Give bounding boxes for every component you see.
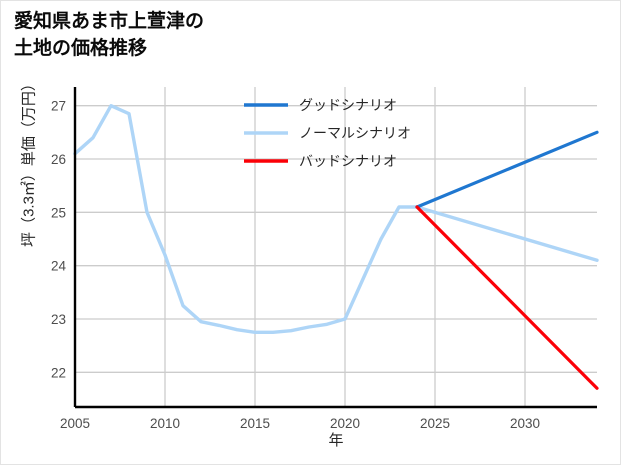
legend-label: グッドシナリオ (299, 97, 397, 113)
legend-label: ノーマルシナリオ (299, 125, 411, 141)
y-tick-label: 24 (51, 259, 67, 274)
y-axis-ticks: 22 23 24 25 26 27 (51, 99, 67, 381)
x-tick-label: 2005 (60, 416, 90, 431)
chart-title: 愛知県あま市上萱津の 土地の価格推移 (14, 11, 205, 59)
x-axis-ticks: 2005 2010 2015 2020 2025 2030 (60, 416, 540, 431)
y-tick-label: 26 (51, 152, 66, 167)
series-line (73, 103, 599, 334)
y-tick-label: 23 (51, 312, 66, 327)
y-tick-label: 25 (51, 205, 66, 220)
series-lines (73, 103, 599, 390)
legend-label: バッドシナリオ (299, 153, 397, 169)
series-line (415, 130, 599, 209)
y-tick-label: 22 (51, 365, 66, 380)
y-axis-label: 坪（3.3㎡）単価（万円） (20, 76, 38, 247)
x-tick-label: 2030 (510, 416, 540, 431)
y-tick-label: 27 (51, 99, 66, 114)
x-tick-label: 2025 (420, 416, 450, 431)
x-tick-label: 2015 (240, 416, 270, 431)
x-tick-label: 2020 (330, 416, 360, 431)
series-line (415, 205, 599, 390)
x-axis-label: 年 (328, 432, 344, 449)
x-tick-label: 2010 (150, 416, 180, 431)
